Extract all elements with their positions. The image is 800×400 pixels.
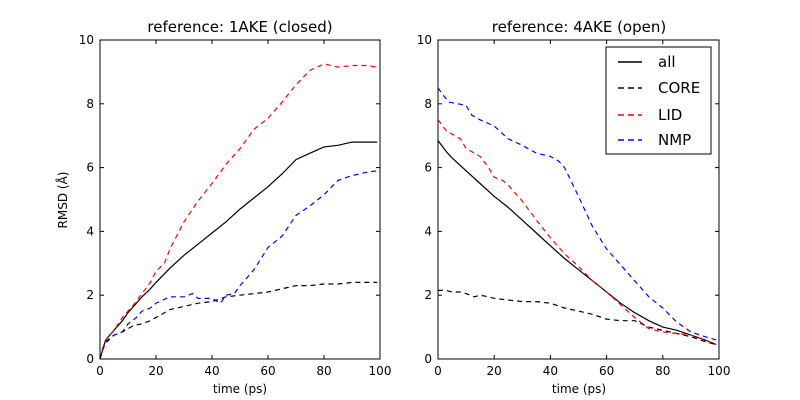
right-ytick-label: 10 bbox=[417, 33, 432, 47]
chart-right: reference: 4AKE (open) 0 20 40 60 80 100 0 2 4 6 8… bbox=[417, 18, 731, 396]
right-xtick-label: 20 bbox=[487, 364, 502, 378]
left-series-lid-line bbox=[99, 63, 378, 360]
left-series-all-line bbox=[99, 141, 378, 360]
left-plot-frame bbox=[99, 39, 381, 360]
right-xtick-label: 80 bbox=[655, 364, 670, 378]
left-xtick-label: 20 bbox=[148, 364, 163, 378]
legend-label-all: all bbox=[658, 53, 676, 71]
right-xtick-label: 40 bbox=[543, 364, 558, 378]
right-ytick-label: 4 bbox=[424, 224, 432, 238]
right-series-all-line bbox=[437, 140, 717, 346]
left-xtick-label: 60 bbox=[260, 364, 275, 378]
legend-label-nmp: NMP bbox=[658, 131, 691, 149]
right-series-lid-line bbox=[437, 119, 717, 346]
right-ytick-label: 8 bbox=[424, 97, 432, 111]
chart-right-title: reference: 4AKE (open) bbox=[492, 18, 666, 36]
left-xtick-label: 80 bbox=[316, 364, 331, 378]
left-ytick-label: 8 bbox=[86, 97, 94, 111]
right-series-nmp-line bbox=[437, 87, 717, 341]
chart-left-title: reference: 1AKE (closed) bbox=[147, 18, 332, 36]
left-ytick-label: 6 bbox=[86, 161, 94, 175]
left-ytick-label: 10 bbox=[79, 33, 94, 47]
chart-left-ylabel: RMSD (Å) bbox=[55, 172, 70, 229]
chart-right-xlabel: time (ps) bbox=[552, 382, 606, 396]
right-ytick-label: 0 bbox=[424, 352, 432, 366]
right-ytick-label: 6 bbox=[424, 161, 432, 175]
left-ytick-label: 2 bbox=[86, 288, 94, 302]
right-series-core-line bbox=[438, 289, 717, 346]
right-xtick-label: 0 bbox=[434, 364, 442, 378]
left-ytick-label: 0 bbox=[86, 352, 94, 366]
left-xtick-label: 40 bbox=[204, 364, 219, 378]
left-xtick-label: 100 bbox=[369, 364, 392, 378]
right-xtick-label: 60 bbox=[599, 364, 614, 378]
chart-left-xlabel: time (ps) bbox=[213, 382, 267, 396]
legend: all CORE LID NMP bbox=[605, 46, 712, 155]
legend-label-core: CORE bbox=[658, 79, 700, 97]
right-plot-frame bbox=[437, 39, 720, 360]
chart-left-plot: 0 20 40 60 80 100 0 2 4 6 8 10 bbox=[79, 33, 392, 378]
legend-label-lid: LID bbox=[658, 106, 682, 124]
right-ytick-label: 2 bbox=[424, 288, 432, 302]
left-ytick-label: 4 bbox=[86, 224, 94, 238]
left-xtick-label: 0 bbox=[96, 364, 104, 378]
right-xtick-label: 100 bbox=[708, 364, 731, 378]
legend-box bbox=[605, 46, 712, 155]
chart-right-plot: 0 20 40 60 80 100 0 2 4 6 8 10 bbox=[417, 33, 731, 378]
chart-left: reference: 1AKE (closed) 0 20 40 60 80 100 0 2 4… bbox=[55, 18, 391, 396]
